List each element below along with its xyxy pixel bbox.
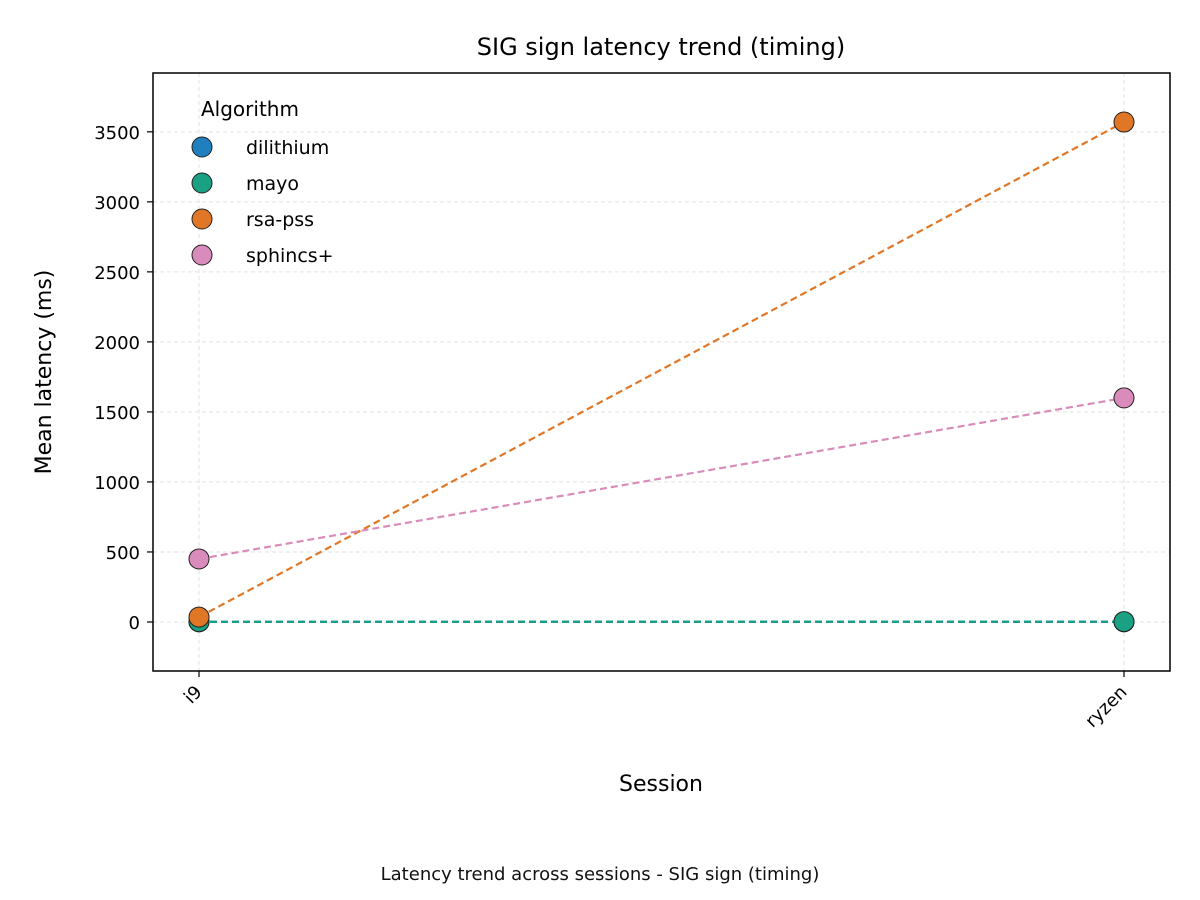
y-tick-label: 2000	[94, 333, 140, 354]
series-points	[188, 111, 1135, 633]
legend-marker-rsa-pss	[191, 208, 213, 230]
x-tick-label: i9	[180, 682, 206, 708]
data-point-rsa-pss	[1113, 111, 1135, 133]
legend-marker-sphincs+	[191, 244, 213, 266]
plot-area	[152, 72, 1171, 672]
y-tick-label: 1000	[94, 473, 140, 494]
legend-label: mayo	[246, 173, 299, 195]
legend: Algorithm dilithium mayo rsa-pss sphincs+	[191, 97, 334, 267]
y-tick-label: 0	[129, 613, 140, 634]
legend-label: dilithium	[246, 137, 329, 159]
y-tick-label: 500	[106, 543, 140, 564]
legend-label: sphincs+	[246, 245, 334, 267]
series-line-sphincs+	[198, 396, 1125, 561]
data-point-rsa-pss	[188, 606, 210, 628]
data-point-mayo	[1113, 611, 1135, 633]
x-axis: i9 ryzen	[180, 671, 1132, 732]
data-point-sphincs+	[1113, 387, 1135, 409]
y-axis-label: Mean latency (ms)	[32, 270, 57, 475]
series-line-rsa-pss	[198, 121, 1125, 619]
legend-title: Algorithm	[201, 97, 299, 121]
chart-title: SIG sign latency trend (timing)	[477, 33, 845, 61]
y-tick-label: 3500	[94, 123, 140, 144]
data-point-sphincs+	[188, 548, 210, 570]
y-tick-label: 2500	[94, 263, 140, 284]
x-axis-label: Session	[619, 772, 703, 797]
y-tick-label: 3000	[94, 193, 140, 214]
y-tick-label: 1500	[94, 403, 140, 424]
legend-label: rsa-pss	[246, 209, 314, 231]
grid	[153, 73, 1170, 671]
legend-marker-mayo	[191, 172, 213, 194]
figure-caption: Latency trend across sessions - SIG sign…	[380, 864, 820, 885]
x-tick-label: ryzen	[1081, 682, 1131, 732]
legend-marker-dilithium	[191, 136, 213, 158]
y-axis: 0 500 1000 1500 2000 2500 3000 3500	[94, 123, 153, 634]
series-lines	[198, 121, 1125, 623]
